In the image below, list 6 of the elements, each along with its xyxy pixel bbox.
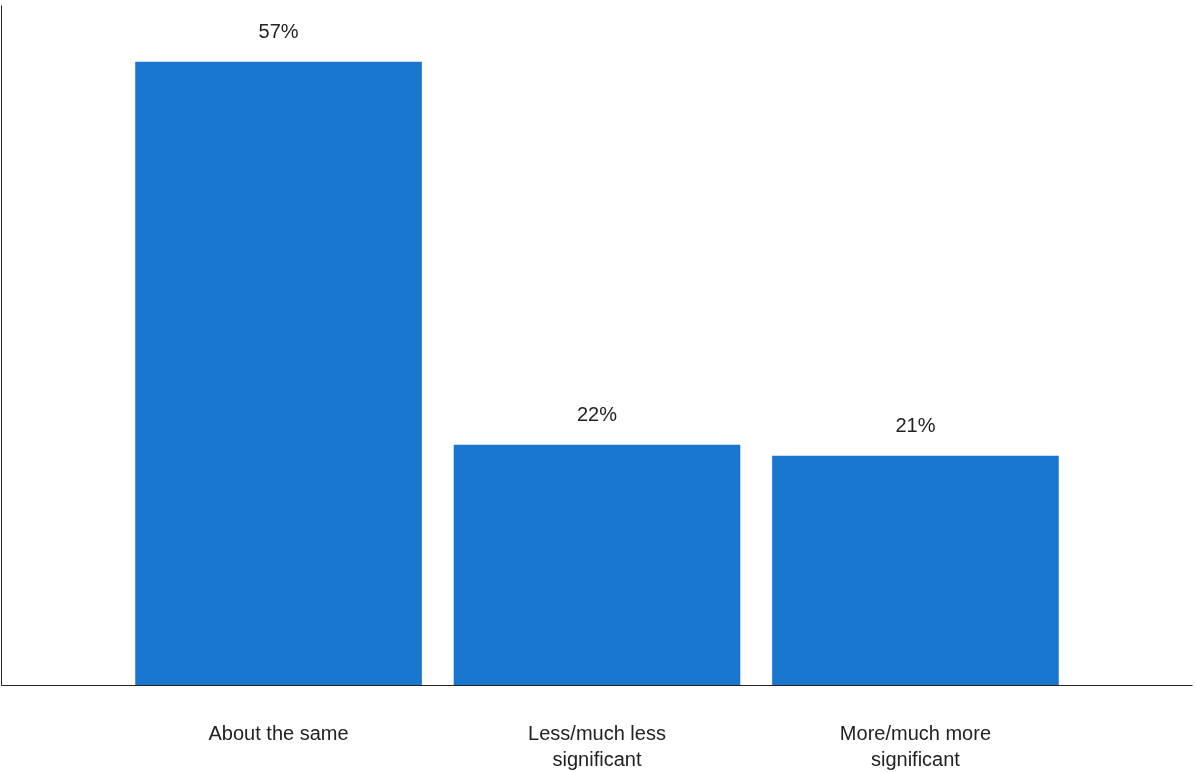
x-tick-label: Less/much less significant: [528, 721, 666, 770]
data-label: 22%: [576, 402, 618, 425]
x-tick-label: About the same: [208, 721, 349, 744]
x-tick-label: More/much more significant: [839, 721, 992, 770]
data-label: 21%: [895, 413, 936, 436]
data-label: 57%: [258, 19, 299, 42]
